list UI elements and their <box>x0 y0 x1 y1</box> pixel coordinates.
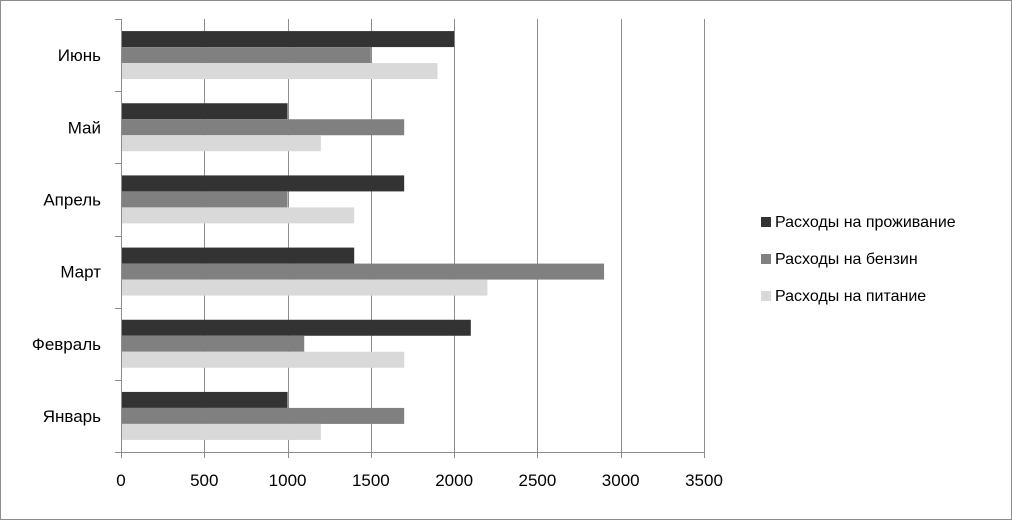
x-tick-label: 1000 <box>269 471 307 490</box>
bars <box>122 31 605 440</box>
bar-1-5 <box>122 103 288 120</box>
legend-label: Расходы на проживание <box>775 214 956 231</box>
legend-swatch <box>761 217 771 227</box>
bar-1-4 <box>122 175 405 192</box>
bar-3-1 <box>122 423 321 440</box>
legend-swatch <box>761 254 771 264</box>
gridlines <box>204 19 705 452</box>
legend-swatch <box>761 291 771 301</box>
bar-2-3 <box>122 263 605 280</box>
bar-2-4 <box>122 191 288 208</box>
bar-1-2 <box>122 319 471 336</box>
bar-2-5 <box>122 119 405 136</box>
bar-2-6 <box>122 47 371 64</box>
category-label: Июнь <box>58 46 101 65</box>
category-label: Март <box>60 263 101 282</box>
bar-3-4 <box>122 207 355 224</box>
bar-2-2 <box>122 335 305 352</box>
legend: Расходы на проживание Расходы на бензин Ра… <box>761 214 956 305</box>
category-label: Май <box>68 118 101 137</box>
category-labels: Январь Февраль Март Апрель Май Июнь <box>32 46 101 426</box>
bar-1-6 <box>122 31 455 48</box>
bar-3-5 <box>122 135 321 152</box>
x-tick-labels: 0 500 1000 1500 2000 2500 3000 3500 <box>116 471 723 490</box>
bar-2-1 <box>122 407 405 424</box>
bar-3-2 <box>122 351 405 368</box>
category-label: Январь <box>43 407 101 426</box>
bar-3-3 <box>122 279 488 296</box>
x-tick-label: 3500 <box>685 471 723 490</box>
x-tick-label: 2000 <box>435 471 473 490</box>
category-label: Февраль <box>32 335 101 354</box>
x-tick-label: 500 <box>190 471 218 490</box>
bar-1-3 <box>122 247 355 264</box>
x-tick-label: 2500 <box>519 471 557 490</box>
x-tick-label: 1500 <box>352 471 390 490</box>
category-label: Апрель <box>43 190 101 209</box>
x-tick-label: 0 <box>116 471 125 490</box>
bar-1-1 <box>122 391 288 408</box>
legend-label: Расходы на питание <box>775 288 926 305</box>
x-tick-label: 3000 <box>602 471 640 490</box>
bar-3-6 <box>122 63 438 80</box>
axes <box>115 19 705 458</box>
legend-label: Расходы на бензин <box>775 251 918 268</box>
